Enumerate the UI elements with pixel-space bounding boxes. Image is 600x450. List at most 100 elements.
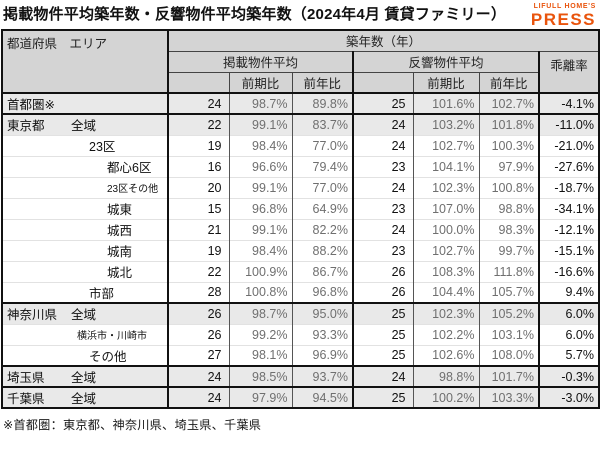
table-row: 城南 19 98.4% 88.2% 23 102.7% 99.7% -15.1% [2, 239, 599, 261]
response-prev-year-cell: 102.7% [478, 92, 539, 114]
area-label: 23区その他 [107, 184, 159, 195]
response-age-cell: 24 [352, 365, 413, 387]
response-age-cell: 24 [352, 113, 413, 135]
table-row: 横浜市・川崎市 26 99.2% 93.3% 25 102.2% 103.1% 6.0% [2, 323, 599, 345]
prefecture-label: 首都圏※ [7, 98, 55, 112]
response-prev-year-cell: 97.9% [478, 155, 539, 177]
listed-prev-period-cell: 96.6% [228, 155, 292, 177]
area-label: 全域 [71, 392, 97, 406]
table-row: 23区 19 98.4% 77.0% 24 102.7% 100.3% -21.0% [2, 134, 599, 156]
area-cell: 首都圏※ [2, 92, 168, 114]
response-prev-period-cell: 107.0% [412, 197, 479, 219]
listed-age-cell: 24 [167, 92, 229, 114]
listed-prev-period-cell: 98.7% [228, 92, 292, 114]
area-label: 城東 [107, 203, 133, 217]
area-cell: 城西 [2, 218, 168, 240]
divergence-cell: -11.0% [538, 113, 599, 135]
listed-age-cell: 24 [167, 365, 229, 387]
response-prev-period-cell: 101.6% [412, 92, 479, 114]
divergence-cell: -12.1% [538, 218, 599, 240]
listed-prev-year-cell: 86.7% [291, 260, 353, 282]
response-prev-period-cell: 102.6% [412, 344, 479, 366]
prefecture-label: 千葉県 [7, 392, 45, 406]
divergence-cell: 6.0% [538, 323, 599, 345]
listed-prev-year-cell: 96.8% [291, 281, 353, 303]
listed-prev-period-cell: 98.4% [228, 239, 292, 261]
response-age-cell: 23 [352, 239, 413, 261]
listed-age-cell: 24 [167, 386, 229, 408]
response-age-cell: 23 [352, 197, 413, 219]
listed-age-cell: 21 [167, 218, 229, 240]
table-row: 都心6区 16 96.6% 79.4% 23 104.1% 97.9% -27.6% [2, 155, 599, 177]
response-age-cell: 26 [352, 281, 413, 303]
listed-prev-period-cell: 96.8% [228, 197, 292, 219]
building-age-table: 都道府県 エリア 築年数（年） 掲載物件平均 反響物件平均 乖離率 前期比 前年… [1, 29, 600, 409]
table-header: 都道府県 エリア 築年数（年） 掲載物件平均 反響物件平均 乖離率 前期比 前年… [1, 29, 600, 94]
response-age-cell: 25 [352, 302, 413, 324]
divergence-cell: -21.0% [538, 134, 599, 156]
response-prev-period-cell: 104.1% [412, 155, 479, 177]
listed-age-cell: 27 [167, 344, 229, 366]
listed-prev-year-cell: 93.3% [291, 323, 353, 345]
header-response-age-blank [352, 71, 414, 94]
listed-prev-year-cell: 88.2% [291, 239, 353, 261]
response-prev-period-cell: 102.7% [412, 239, 479, 261]
response-prev-period-cell: 104.4% [412, 281, 479, 303]
area-cell: 23区その他 [2, 176, 168, 198]
listed-prev-year-cell: 77.0% [291, 134, 353, 156]
area-cell: 千葉県 全域 [2, 386, 168, 408]
area-cell: 23区 [2, 134, 168, 156]
response-prev-period-cell: 100.2% [412, 386, 479, 408]
listed-prev-period-cell: 98.7% [228, 302, 292, 324]
response-prev-period-cell: 100.0% [412, 218, 479, 240]
response-prev-year-cell: 98.8% [478, 197, 539, 219]
listed-age-cell: 19 [167, 239, 229, 261]
listed-prev-year-cell: 82.2% [291, 218, 353, 240]
response-prev-year-cell: 111.8% [478, 260, 539, 282]
area-label: 全域 [71, 371, 97, 385]
response-prev-year-cell: 108.0% [478, 344, 539, 366]
listed-prev-period-cell: 98.4% [228, 134, 292, 156]
area-label: 23区 [89, 140, 116, 154]
area-cell: 城南 [2, 239, 168, 261]
response-prev-year-cell: 100.3% [478, 134, 539, 156]
area-label: 市部 [89, 286, 115, 301]
divergence-cell: 9.4% [538, 281, 599, 303]
listed-age-cell: 20 [167, 176, 229, 198]
header-divergence: 乖離率 [538, 50, 600, 94]
logo-press-text: PRESS [530, 10, 596, 29]
area-cell: 神奈川県 全域 [2, 302, 168, 324]
response-age-cell: 24 [352, 176, 413, 198]
response-prev-period-cell: 102.7% [412, 134, 479, 156]
response-prev-period-cell: 98.8% [412, 365, 479, 387]
response-prev-year-cell: 101.7% [478, 365, 539, 387]
listed-prev-period-cell: 99.1% [228, 113, 292, 135]
header-listed-group: 掲載物件平均 [167, 50, 354, 73]
table-row: 千葉県 全域 24 97.9% 94.5% 25 100.2% 103.3% -3.0% [2, 386, 599, 408]
listed-prev-period-cell: 98.5% [228, 365, 292, 387]
response-age-cell: 23 [352, 155, 413, 177]
area-label: その他 [89, 349, 127, 364]
divergence-cell: -27.6% [538, 155, 599, 177]
response-age-cell: 26 [352, 260, 413, 282]
footnote: ※首都圏：東京都、神奈川県、埼玉県、千葉県 [3, 418, 262, 432]
listed-prev-year-cell: 79.4% [291, 155, 353, 177]
response-prev-period-cell: 102.3% [412, 302, 479, 324]
header-listed-prev-year: 前年比 [291, 71, 354, 94]
area-cell: その他 [2, 344, 168, 366]
response-prev-year-cell: 100.8% [478, 176, 539, 198]
area-cell: 横浜市・川崎市 [2, 323, 168, 345]
title-bar: 掲載物件平均築年数・反響物件平均築年数（2024年4月 賃貸ファミリー） LIF… [1, 2, 599, 29]
listed-prev-period-cell: 99.1% [228, 218, 292, 240]
listed-prev-year-cell: 83.7% [291, 113, 353, 135]
response-prev-year-cell: 98.3% [478, 218, 539, 240]
header-listed-prev-period: 前期比 [228, 71, 293, 94]
area-label: 城西 [107, 224, 133, 238]
prefecture-label: 埼玉県 [7, 371, 45, 385]
listed-prev-year-cell: 64.9% [291, 197, 353, 219]
listed-age-cell: 16 [167, 155, 229, 177]
listed-age-cell: 26 [167, 302, 229, 324]
response-prev-period-cell: 108.3% [412, 260, 479, 282]
area-cell: 城東 [2, 197, 168, 219]
response-prev-year-cell: 103.3% [478, 386, 539, 408]
